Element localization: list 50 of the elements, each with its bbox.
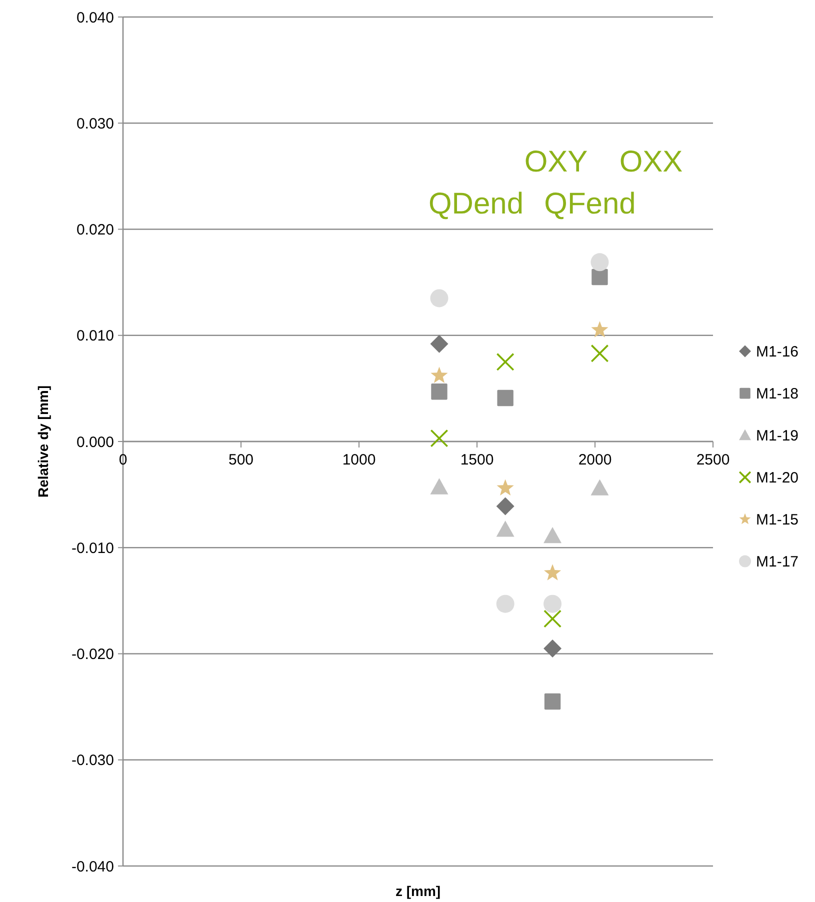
point xyxy=(544,693,561,710)
point xyxy=(497,390,514,406)
legend-label: M1-16 xyxy=(756,344,799,361)
point xyxy=(591,321,608,338)
legend-label: M1-15 xyxy=(756,512,799,529)
point xyxy=(430,478,448,494)
legend-label: M1-19 xyxy=(756,428,799,445)
x-tick-label: 500 xyxy=(228,452,254,468)
legend-label: M1-20 xyxy=(756,470,799,487)
y-tick-label: 0.030 xyxy=(76,115,114,132)
point xyxy=(431,384,448,400)
point xyxy=(590,479,609,496)
y-tick-label: 0.010 xyxy=(76,328,114,345)
point xyxy=(544,526,562,544)
x-axis-title: z [mm] xyxy=(395,883,441,899)
y-tick-label: -0.020 xyxy=(71,646,114,663)
annotation: QFend xyxy=(544,188,636,220)
legend-label: M1-18 xyxy=(756,386,799,403)
x-tick-label: 1500 xyxy=(460,452,494,468)
x-tick-label: 1000 xyxy=(342,452,376,468)
y-tick-label: 0.040 xyxy=(76,9,114,26)
legend-label: M1-17 xyxy=(756,554,799,571)
point xyxy=(544,639,562,658)
point xyxy=(430,429,448,448)
point xyxy=(590,344,609,362)
x-tick-label: 0 xyxy=(118,452,128,468)
annotation: OXX xyxy=(619,146,683,178)
y-tick-label: 0.000 xyxy=(76,434,114,451)
point xyxy=(496,520,514,537)
point xyxy=(430,366,448,383)
point xyxy=(430,289,448,308)
point xyxy=(430,334,448,353)
point xyxy=(496,594,514,613)
point xyxy=(544,564,562,580)
y-tick-label: -0.040 xyxy=(71,858,114,876)
x-tick-label: 2500 xyxy=(696,452,730,468)
annotation: OXY xyxy=(524,146,588,178)
point xyxy=(544,594,562,613)
point xyxy=(496,479,514,496)
point xyxy=(496,497,514,516)
point xyxy=(544,610,562,628)
y-tick-label: -0.010 xyxy=(71,540,114,557)
point xyxy=(592,268,608,286)
point xyxy=(496,352,514,371)
y-axis-title: Relative dy [mm] xyxy=(35,385,51,498)
annotation: QDend xyxy=(428,188,524,220)
point xyxy=(590,253,609,272)
x-tick-label: 2000 xyxy=(578,452,612,468)
y-tick-label: 0.020 xyxy=(76,222,114,238)
y-tick-label: -0.030 xyxy=(71,752,114,770)
